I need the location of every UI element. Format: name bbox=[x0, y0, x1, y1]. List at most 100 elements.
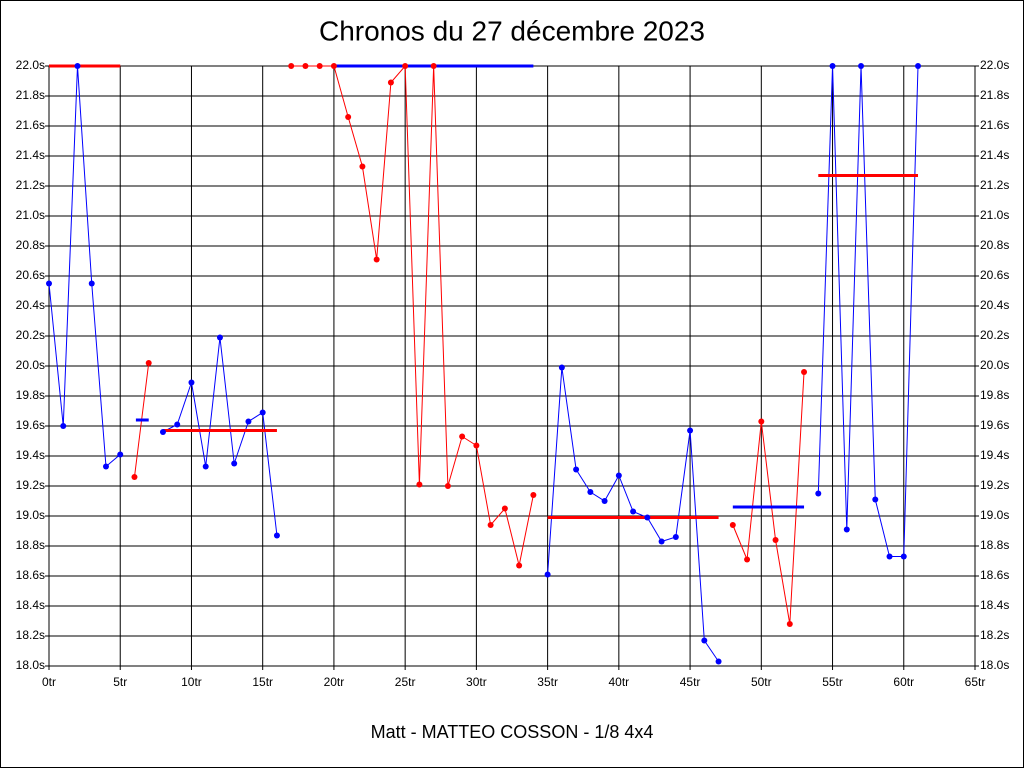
point bbox=[444, 483, 451, 489]
y2-tick-label: 20.0s bbox=[980, 358, 1009, 372]
point bbox=[174, 421, 181, 428]
x-tick-label: 5tr bbox=[113, 675, 127, 689]
x-tick-label: 65tr bbox=[965, 675, 986, 689]
y2-tick-label: 19.6s bbox=[980, 418, 1009, 432]
y-tick-label: 20.6s bbox=[16, 268, 45, 282]
x-tick-label: 50tr bbox=[751, 675, 772, 689]
y-tick-label: 22.0s bbox=[16, 58, 45, 72]
point bbox=[345, 114, 352, 120]
point bbox=[886, 553, 893, 560]
x-tick-label: 20tr bbox=[324, 675, 345, 689]
point bbox=[544, 571, 551, 578]
y2-tick-label: 20.6s bbox=[980, 268, 1009, 282]
point bbox=[373, 256, 380, 263]
y2-tick-label: 18.0s bbox=[980, 658, 1009, 672]
point bbox=[672, 534, 679, 540]
point bbox=[786, 621, 793, 627]
point bbox=[829, 63, 836, 69]
y-tick-label: 20.0s bbox=[16, 358, 45, 372]
point bbox=[202, 463, 209, 470]
y2-tick-label: 19.4s bbox=[980, 448, 1009, 462]
y2-tick-label: 21.0s bbox=[980, 208, 1009, 222]
point bbox=[815, 490, 822, 497]
point bbox=[715, 658, 722, 665]
y-tick-label: 19.4s bbox=[16, 448, 45, 462]
y-tick-label: 21.8s bbox=[16, 88, 45, 102]
point bbox=[288, 63, 295, 69]
point bbox=[46, 280, 52, 287]
point bbox=[872, 496, 879, 503]
point bbox=[630, 508, 637, 515]
point bbox=[102, 463, 109, 470]
y2-tick-label: 18.2s bbox=[980, 628, 1009, 642]
y-tick-label: 21.4s bbox=[16, 148, 45, 162]
x-tick-label: 0tr bbox=[42, 675, 56, 689]
point bbox=[644, 514, 651, 521]
point bbox=[615, 472, 622, 479]
point bbox=[729, 522, 736, 528]
point bbox=[915, 63, 922, 69]
y-tick-label: 18.2s bbox=[16, 628, 45, 642]
y-tick-label: 19.0s bbox=[16, 508, 45, 522]
y2-tick-label: 21.2s bbox=[980, 178, 1009, 192]
point bbox=[758, 418, 765, 425]
point bbox=[131, 474, 138, 480]
point bbox=[259, 409, 266, 416]
x-tick-label: 25tr bbox=[395, 675, 416, 689]
point bbox=[430, 63, 437, 69]
point bbox=[701, 637, 708, 644]
series-line bbox=[732, 371, 805, 625]
point bbox=[387, 79, 394, 86]
y-tick-label: 18.8s bbox=[16, 538, 45, 552]
point bbox=[74, 63, 81, 69]
y-tick-label: 19.6s bbox=[16, 418, 45, 432]
point bbox=[587, 489, 594, 495]
x-tick-label: 55tr bbox=[822, 675, 843, 689]
point bbox=[231, 460, 238, 467]
y2-tick-label: 21.4s bbox=[980, 148, 1009, 162]
y2-tick-label: 19.2s bbox=[980, 478, 1009, 492]
y-tick-label: 21.6s bbox=[16, 118, 45, 132]
y2-tick-label: 18.4s bbox=[980, 598, 1009, 612]
point bbox=[801, 369, 808, 375]
point bbox=[843, 526, 850, 533]
point bbox=[772, 537, 779, 543]
point bbox=[858, 63, 865, 69]
point bbox=[416, 481, 423, 488]
x-tick-label: 10tr bbox=[181, 675, 202, 689]
point bbox=[88, 280, 95, 287]
point bbox=[658, 538, 665, 545]
point bbox=[573, 466, 580, 473]
y-tick-label: 19.2s bbox=[16, 478, 45, 492]
point bbox=[900, 553, 907, 560]
y-tick-label: 18.6s bbox=[16, 568, 45, 582]
y2-tick-label: 22.0s bbox=[980, 58, 1009, 72]
series-line bbox=[48, 65, 121, 468]
point bbox=[601, 498, 608, 504]
point bbox=[188, 379, 195, 386]
y2-tick-label: 18.8s bbox=[980, 538, 1009, 552]
point bbox=[302, 63, 309, 69]
point bbox=[359, 163, 366, 170]
y2-tick-label: 21.6s bbox=[980, 118, 1009, 132]
point bbox=[60, 423, 67, 429]
point bbox=[117, 451, 124, 458]
x-tick-label: 60tr bbox=[893, 675, 914, 689]
y-tick-label: 18.0s bbox=[16, 658, 45, 672]
y2-tick-label: 20.2s bbox=[980, 328, 1009, 342]
y-tick-label: 18.4s bbox=[16, 598, 45, 612]
point bbox=[316, 63, 323, 69]
point bbox=[459, 433, 466, 440]
x-tick-label: 15tr bbox=[252, 675, 273, 689]
y-tick-label: 21.0s bbox=[16, 208, 45, 222]
y-tick-label: 21.2s bbox=[16, 178, 45, 192]
point bbox=[273, 532, 280, 539]
y-tick-label: 20.4s bbox=[16, 298, 45, 312]
y2-tick-label: 19.8s bbox=[980, 388, 1009, 402]
point bbox=[330, 63, 337, 69]
point bbox=[245, 418, 252, 425]
point bbox=[516, 562, 523, 569]
